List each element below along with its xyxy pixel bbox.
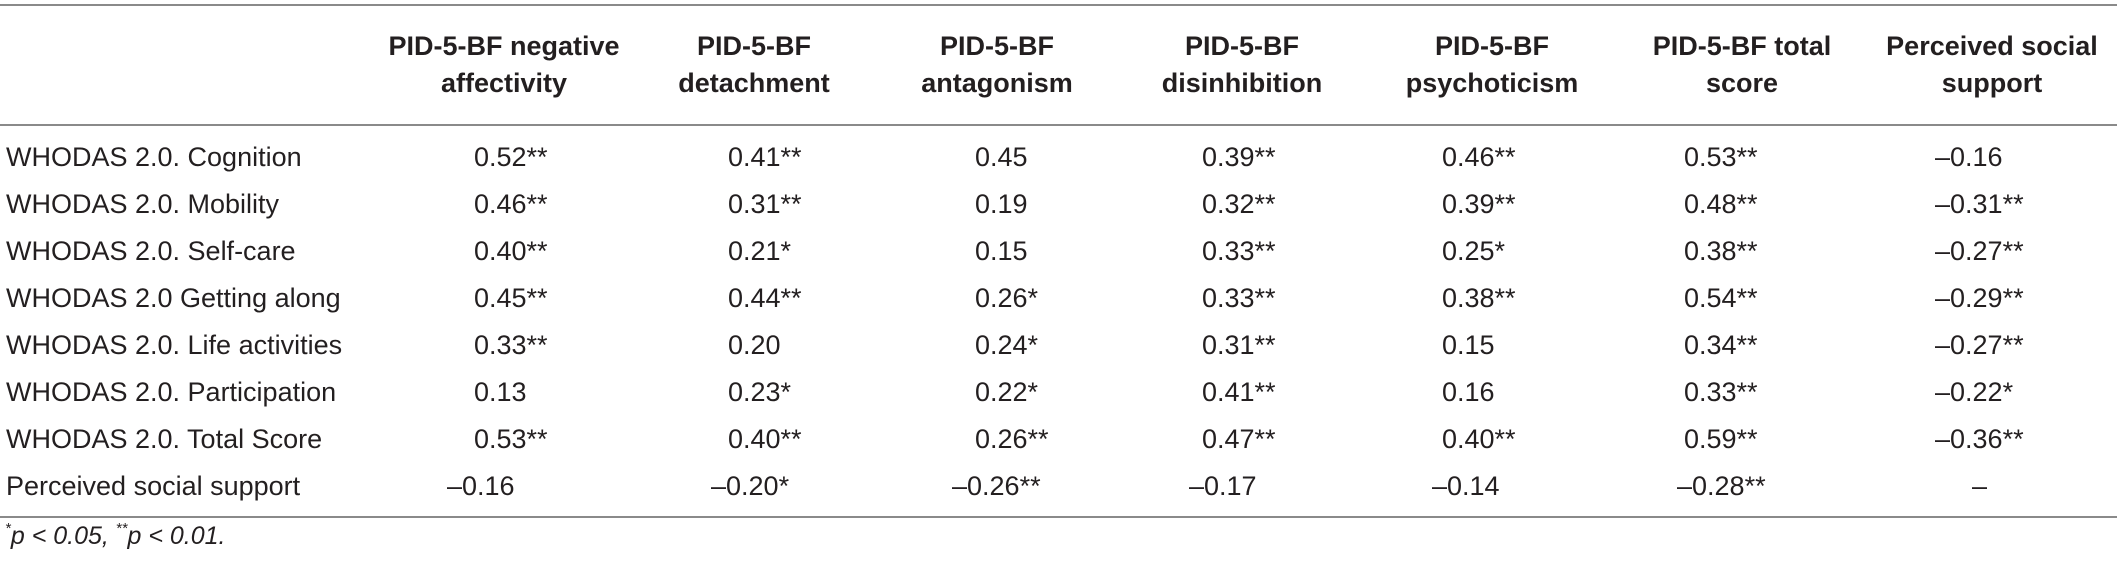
table-cell: 0.15 [975,236,1028,266]
header-psychoticism: PID-5-BF psychoticism [1405,31,1579,98]
footnote-mark-double: ** [115,520,128,537]
header-negative-affectivity: PID-5-BF negative affectivity [388,31,620,98]
table-cell: 0.32** [1202,189,1276,219]
table-cell: 0.33** [1202,236,1276,266]
table-row: WHODAS 2.0. Life activities 0.33** 0.20 … [0,322,2117,369]
header-corner [0,5,377,125]
table-cell: 0.45 [975,142,1028,172]
table-cell: 0.31** [1202,330,1276,360]
table-cell: 0.33** [474,330,548,360]
table-cell: 0.13 [474,377,527,407]
table-cell: 0.47** [1202,424,1276,454]
table-cell: 0.52** [474,142,548,172]
header-row: PID-5-BF negative affectivity PID-5-BF d… [0,5,2117,125]
row-label: WHODAS 2.0. Cognition [6,142,302,172]
table-cell: 0.31** [728,189,802,219]
table-header: PID-5-BF negative affectivity PID-5-BF d… [0,5,2117,125]
table-cell: 0.38** [1442,283,1516,313]
table-cell: 0.44** [728,283,802,313]
row-label: WHODAS 2.0. Participation [6,377,337,407]
table-footnote: *p < 0.05, **p < 0.01. [5,520,226,551]
table-cell: 0.33** [1684,377,1758,407]
table-cell: –0.16 [447,471,515,501]
table-cell: –0.27** [1935,330,2024,360]
table-row: WHODAS 2.0. Self-care 0.40** 0.21* 0.15 … [0,228,2117,275]
table-cell: 0.59** [1684,424,1758,454]
table-cell: 0.53** [474,424,548,454]
table-cell: 0.34** [1684,330,1758,360]
table-cell: –0.14 [1432,471,1500,501]
table-cell: –0.29** [1935,283,2024,313]
table-cell: 0.46** [474,189,548,219]
table-cell: –0.16 [1935,142,2003,172]
table-row: WHODAS 2.0. Mobility 0.46** 0.31** 0.19 … [0,181,2117,228]
table-row: Perceived social support –0.16 –0.20* –0… [0,463,2117,517]
row-label: WHODAS 2.0. Life activities [6,330,343,360]
header-total-score: PID-5-BF total score [1652,31,1832,98]
table-cell: –0.17 [1189,471,1257,501]
table-cell: 0.20 [728,330,781,360]
table-cell: 0.38** [1684,236,1758,266]
table-cell: 0.53** [1684,142,1758,172]
table-cell: –0.27** [1935,236,2024,266]
table-row: WHODAS 2.0. Participation 0.13 0.23* 0.2… [0,369,2117,416]
table-body: WHODAS 2.0. Cognition 0.52** 0.41** 0.45… [0,125,2117,517]
footnote-text-p05: p < 0.05, [10,522,116,550]
table-cell: 0.45** [474,283,548,313]
table-cell: 0.39** [1202,142,1276,172]
row-label: WHODAS 2.0 Getting along [6,283,341,313]
table-cell: 0.23* [728,377,792,407]
table-cell: 0.26* [975,283,1039,313]
table-cell: 0.16 [1442,377,1495,407]
table-row: WHODAS 2.0 Getting along 0.45** 0.44** 0… [0,275,2117,322]
table-cell: –0.28** [1677,471,1766,501]
correlation-table: PID-5-BF negative affectivity PID-5-BF d… [0,4,2117,518]
table-cell: – [1972,471,1988,501]
row-label: WHODAS 2.0. Mobility [6,189,280,219]
table-cell: 0.15 [1442,330,1495,360]
table-cell: 0.54** [1684,283,1758,313]
table-cell: 0.21* [728,236,792,266]
header-detachment: PID-5-BF detachment [678,31,830,98]
table-cell: –0.36** [1935,424,2024,454]
table-cell: 0.26** [975,424,1049,454]
table-cell: 0.40** [1442,424,1516,454]
table-row: WHODAS 2.0. Cognition 0.52** 0.41** 0.45… [0,125,2117,181]
table-cell: 0.48** [1684,189,1758,219]
row-label: Perceived social support [6,471,301,501]
table-cell: 0.41** [1202,377,1276,407]
table-cell: –0.31** [1935,189,2024,219]
table-cell: –0.20* [711,471,790,501]
table-cell: 0.40** [728,424,802,454]
header-perceived-social-support: Perceived social support [1886,31,2098,98]
table-cell: 0.22* [975,377,1039,407]
table-cell: 0.25* [1442,236,1506,266]
table-cell: 0.39** [1442,189,1516,219]
table-cell: 0.46** [1442,142,1516,172]
table-cell: –0.22* [1935,377,2014,407]
header-antagonism: PID-5-BF antagonism [921,31,1073,98]
table-cell: 0.41** [728,142,802,172]
footnote-text-p01: p < 0.01. [127,522,226,550]
table-cell: –0.26** [952,471,1041,501]
table-row: WHODAS 2.0. Total Score 0.53** 0.40** 0.… [0,416,2117,463]
footnote-mark-single: * [5,520,11,537]
row-label: WHODAS 2.0. Total Score [6,424,323,454]
header-disinhibition: PID-5-BF disinhibition [1161,31,1323,98]
table-cell: 0.40** [474,236,548,266]
table-cell: 0.19 [975,189,1028,219]
row-label: WHODAS 2.0. Self-care [6,236,296,266]
table-cell: 0.24* [975,330,1039,360]
table-cell: 0.33** [1202,283,1276,313]
